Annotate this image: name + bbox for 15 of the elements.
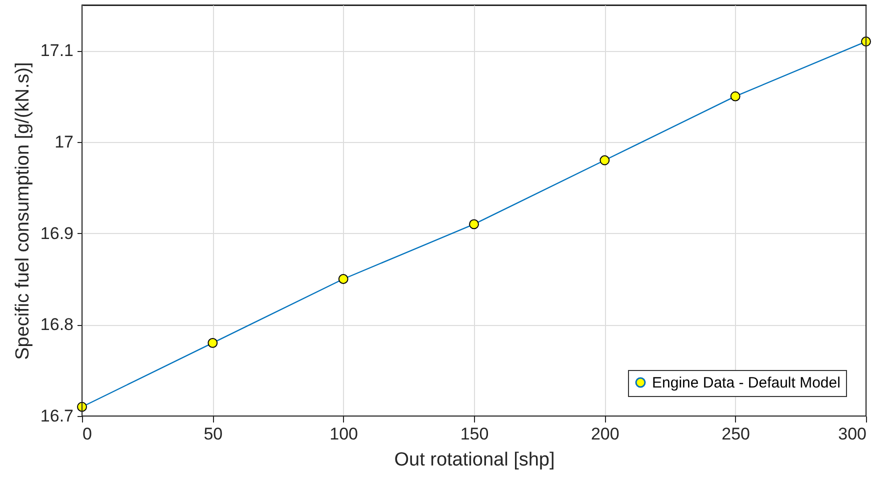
x-tick-label: 250	[722, 424, 750, 444]
x-tick-label: 300	[838, 424, 866, 444]
y-tick-label: 16.8	[40, 315, 74, 334]
x-axis-title: Out rotational [shp]	[394, 450, 555, 470]
x-tick-label: 200	[590, 424, 620, 444]
y-tick-label: 17.1	[40, 41, 74, 60]
y-tick-label: 17	[54, 132, 74, 152]
legend-label: Engine Data - Default Model	[652, 374, 840, 392]
y-tick-label: 16.9	[40, 224, 74, 243]
y-axis-title: Specific fuel consumption [g/(kN.s)]	[12, 62, 34, 360]
x-tick-label: 100	[330, 424, 358, 444]
y-tick-label: 16.7	[40, 406, 74, 426]
x-tick-label: 150	[460, 424, 489, 444]
x-tick-label: 0	[82, 424, 92, 444]
x-tick-label: 50	[204, 424, 223, 444]
